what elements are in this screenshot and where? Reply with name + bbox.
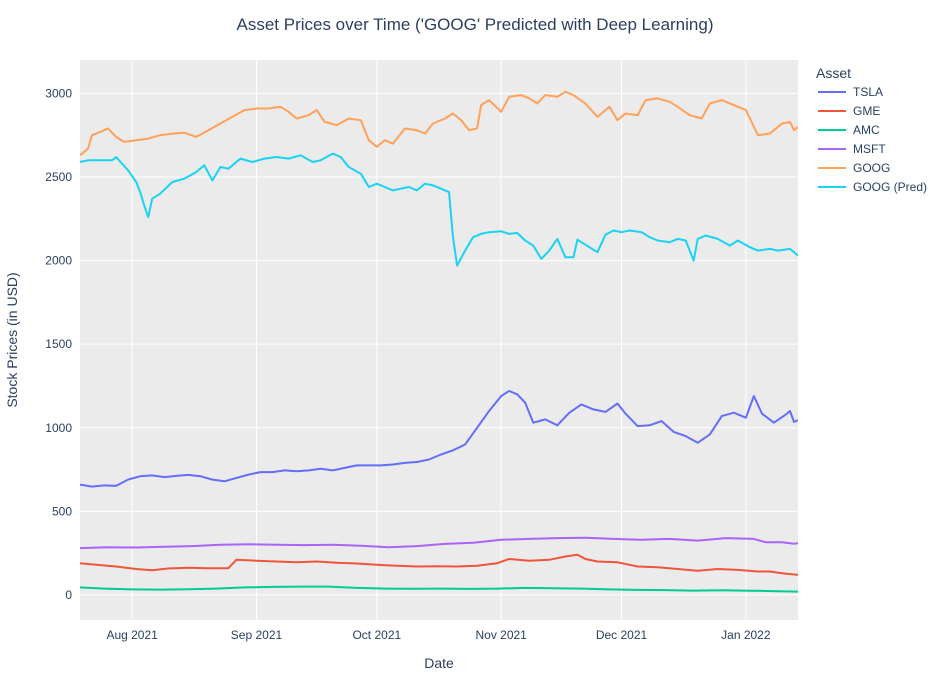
legend-title: Asset xyxy=(816,65,851,81)
x-tick-label: Sep 2021 xyxy=(231,628,283,642)
x-tick-label: Oct 2021 xyxy=(352,628,401,642)
chart-title: Asset Prices over Time ('GOOG' Predicted… xyxy=(236,15,713,34)
x-tick-label: Nov 2021 xyxy=(475,628,527,642)
legend-label-goog-pred: GOOG (Pred) xyxy=(853,180,927,194)
x-tick-label: Aug 2021 xyxy=(106,628,158,642)
legend-label-goog: GOOG xyxy=(853,161,890,175)
x-tick-label: Jan 2022 xyxy=(721,628,771,642)
y-axis-ticks: 0 500 1000 1500 2000 2500 3000 xyxy=(45,86,72,601)
y-tick-label: 3000 xyxy=(45,86,72,100)
series-line-amc xyxy=(80,585,798,593)
series-line-gme xyxy=(80,553,798,576)
legend-label-tsla: TSLA xyxy=(853,85,883,99)
y-tick-label: 1000 xyxy=(45,421,72,435)
legend-label-gme: GME xyxy=(853,104,880,118)
x-axis-ticks: Aug 2021 Sep 2021 Oct 2021 Nov 2021 Dec 2021… xyxy=(106,628,770,642)
y-tick-label: 2500 xyxy=(45,170,72,184)
y-tick-label: 2000 xyxy=(45,254,72,268)
series-line-msft xyxy=(80,536,798,550)
y-tick-label: 500 xyxy=(52,504,72,518)
grid-lines xyxy=(80,60,798,620)
legend-items: TSLA GME AMC MSFT GOOG GOOG (Pred) xyxy=(818,85,927,194)
y-tick-label: 0 xyxy=(65,588,72,602)
x-axis-label: Date xyxy=(424,655,454,671)
series-line-tsla xyxy=(80,390,798,488)
y-axis-label: Stock Prices (in USD) xyxy=(4,272,20,407)
plot-background xyxy=(80,60,798,620)
y-tick-label: 1500 xyxy=(45,337,72,351)
series-lines xyxy=(80,90,798,593)
series-line-goog-pred xyxy=(80,152,798,267)
legend: Asset TSLA GME AMC MSFT GOOG GOOG (Pred) xyxy=(816,65,927,194)
series-line-goog xyxy=(80,90,798,157)
legend-label-msft: MSFT xyxy=(853,142,886,156)
legend-label-amc: AMC xyxy=(853,123,880,137)
x-tick-label: Dec 2021 xyxy=(596,628,648,642)
